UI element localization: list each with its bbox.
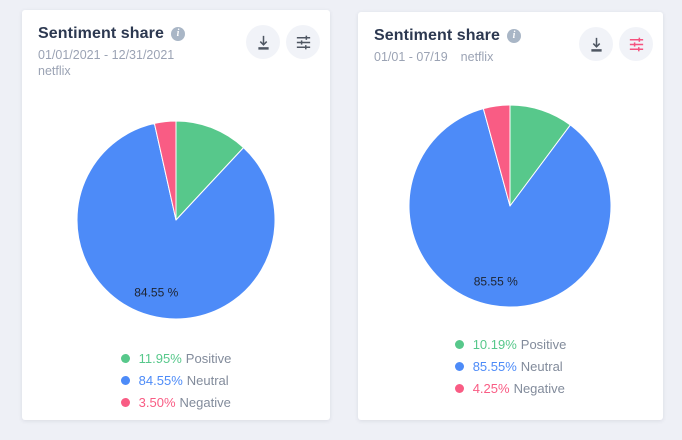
card-title: Sentiment share <box>374 27 500 44</box>
pie-slice-negative[interactable] <box>482 104 511 207</box>
pie-slice-negative[interactable] <box>153 120 177 221</box>
sliders-icon <box>296 35 310 49</box>
legend-item-negative[interactable]: 3.50% Negative <box>120 395 232 410</box>
settings-button[interactable] <box>619 27 653 61</box>
legend-label: Neutral <box>520 359 563 374</box>
pie-chart[interactable]: 85.55 % <box>408 104 612 308</box>
download-button[interactable] <box>579 27 613 61</box>
pie-slice-neutral[interactable] <box>76 122 276 320</box>
chart-legend: 10.19% Positive 85.55% Neutral 4.25% Neg… <box>358 337 663 403</box>
legend-label: Positive <box>520 337 567 352</box>
legend-percent: 84.55% <box>138 373 183 388</box>
date-range: 01/01 - 07/19 <box>374 50 448 64</box>
card-actions <box>579 27 653 61</box>
legend-label: Positive <box>185 351 232 366</box>
sentiment-share-card-year: Sentiment share i 01/01/2021 - 12/31/202… <box>22 10 330 420</box>
pie-chart[interactable]: 84.55 % <box>76 120 276 320</box>
positive-dot-icon <box>120 354 130 363</box>
download-icon <box>590 37 602 52</box>
date-range: 01/01/2021 - 12/31/2021 <box>38 48 175 62</box>
card-title: Sentiment share <box>38 25 164 42</box>
header-text: Sentiment share i 01/01/2021 - 12/31/202… <box>38 25 185 79</box>
legend-item-positive[interactable]: 11.95% Positive <box>120 351 232 366</box>
legend-percent: 85.55% <box>472 359 517 374</box>
sliders-icon <box>629 37 643 51</box>
pie-slice-positive[interactable] <box>175 120 245 221</box>
pie-slice-value-label: 85.55 % <box>474 274 518 288</box>
download-icon <box>257 35 269 50</box>
query-label: netflix <box>460 50 494 64</box>
card-header: Sentiment share i 01/01/2021 - 12/31/202… <box>22 10 330 79</box>
negative-dot-icon <box>120 398 130 407</box>
positive-dot-icon <box>454 340 464 349</box>
card-actions <box>246 25 320 59</box>
legend-item-neutral[interactable]: 85.55% Neutral <box>454 359 567 374</box>
legend-percent: 10.19% <box>472 337 517 352</box>
neutral-dot-icon <box>454 362 464 371</box>
card-header: Sentiment share i 01/01 - 07/19 netflix <box>358 12 663 65</box>
legend-percent: 4.25% <box>472 381 510 396</box>
header-text: Sentiment share i 01/01 - 07/19 netflix <box>374 27 521 65</box>
download-button[interactable] <box>246 25 280 59</box>
pie-slice-value-label: 84.55 % <box>134 286 178 300</box>
legend-item-positive[interactable]: 10.19% Positive <box>454 337 567 352</box>
pie-slice-neutral[interactable] <box>408 108 612 308</box>
info-icon[interactable]: i <box>506 29 521 43</box>
sentiment-share-card-ytd: Sentiment share i 01/01 - 07/19 netflix <box>358 12 663 420</box>
info-icon[interactable]: i <box>170 27 185 41</box>
legend-item-negative[interactable]: 4.25% Negative <box>454 381 567 396</box>
chart-legend: 11.95% Positive 84.55% Neutral 3.50% Neg… <box>22 351 330 417</box>
legend-label: Neutral <box>186 373 229 388</box>
settings-button[interactable] <box>286 25 320 59</box>
legend-percent: 11.95% <box>138 351 182 366</box>
legend-item-neutral[interactable]: 84.55% Neutral <box>120 373 232 388</box>
query-label: netflix <box>38 64 71 78</box>
negative-dot-icon <box>454 384 464 393</box>
legend-label: Negative <box>513 381 565 396</box>
legend-percent: 3.50% <box>138 395 176 410</box>
legend-label: Negative <box>179 395 231 410</box>
neutral-dot-icon <box>120 376 130 385</box>
